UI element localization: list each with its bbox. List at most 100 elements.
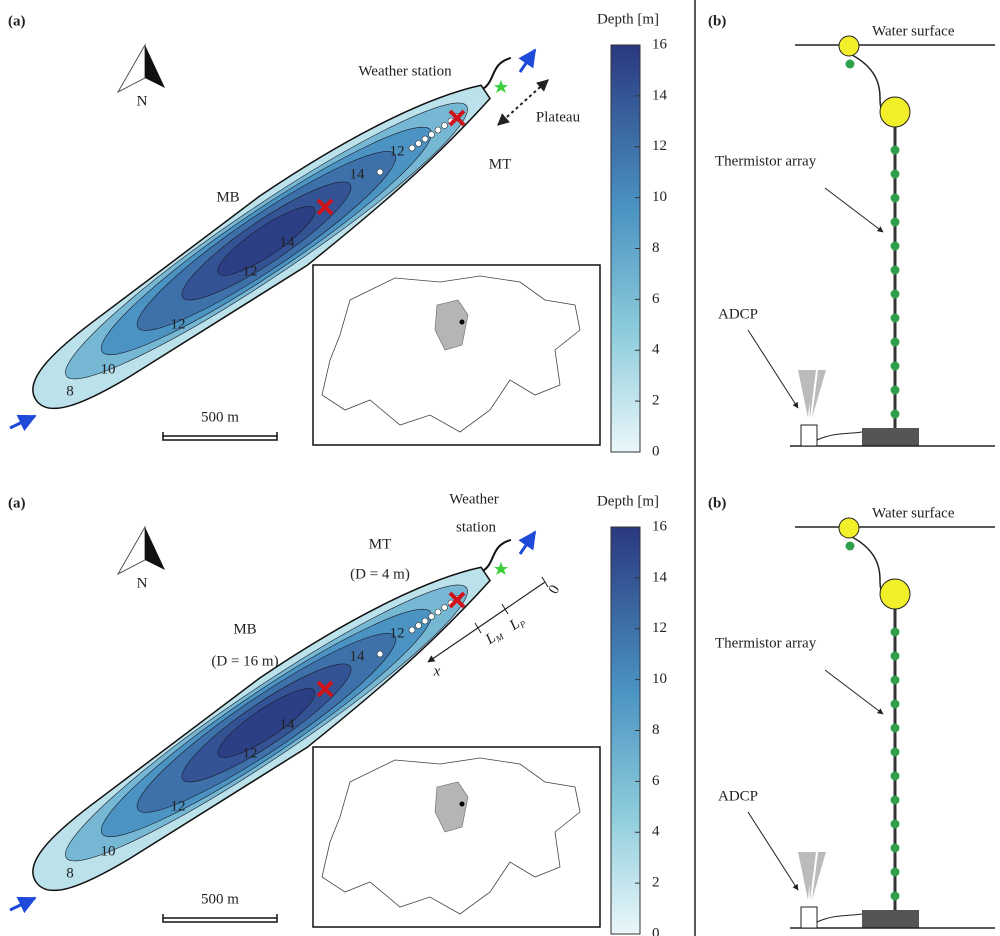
colorbar-tick-label: 2 bbox=[652, 393, 660, 409]
outflow-arrow bbox=[518, 530, 537, 555]
colorbar-tick-label: 12 bbox=[652, 620, 667, 636]
sensor bbox=[890, 169, 900, 179]
map-annotation: station bbox=[456, 519, 496, 535]
sensor bbox=[890, 843, 900, 853]
contour-label: 8 bbox=[66, 865, 74, 881]
contour-label: 10 bbox=[101, 843, 116, 859]
sensor-dot bbox=[376, 168, 384, 176]
contour-label: 10 bbox=[101, 361, 116, 377]
inflow-arrow bbox=[9, 414, 37, 432]
sensor-dot bbox=[428, 613, 435, 620]
station-marker bbox=[316, 680, 334, 698]
panel-label: (a) bbox=[8, 495, 26, 511]
contour-label: 12 bbox=[390, 143, 405, 159]
colorbar-tick-label: 16 bbox=[652, 36, 668, 52]
map-annotation: MB bbox=[233, 621, 256, 637]
sensor bbox=[890, 795, 900, 805]
adcp-label: ADCP bbox=[718, 306, 758, 322]
colorbar-title: Depth [m] bbox=[597, 11, 659, 27]
surface-label: Water surface bbox=[872, 23, 955, 39]
inset-frame bbox=[312, 264, 601, 446]
lake-location bbox=[459, 801, 465, 807]
sensor bbox=[890, 723, 900, 733]
sensor bbox=[890, 193, 900, 203]
map-annotation: Weather station bbox=[358, 63, 452, 79]
colorbar-title: Depth [m] bbox=[597, 493, 659, 509]
adcp-pointer bbox=[747, 329, 799, 409]
axis-tick bbox=[501, 603, 509, 615]
colorbar-tick-label: 16 bbox=[652, 518, 668, 534]
map-annotation: Plateau bbox=[536, 109, 581, 125]
colorbar-tick-label: 6 bbox=[652, 291, 660, 307]
map-annotation: MB bbox=[216, 189, 239, 205]
panel: (a) (b) N 12 14 14 12 12 10 8 Weather station Plate… bbox=[8, 11, 995, 459]
array-pointer bbox=[824, 669, 884, 715]
sensor-dot bbox=[415, 140, 422, 147]
colorbar-tick-label: 14 bbox=[652, 87, 668, 103]
map-annotation: MT bbox=[489, 156, 512, 172]
sensor bbox=[890, 145, 900, 155]
surface-buoy bbox=[838, 517, 860, 539]
north-arrow bbox=[116, 525, 146, 576]
sensor-dot bbox=[408, 144, 416, 152]
sensor bbox=[890, 385, 900, 395]
lake-location bbox=[459, 319, 465, 325]
weather-star bbox=[494, 562, 508, 575]
sensor bbox=[890, 361, 900, 371]
sensor bbox=[890, 217, 900, 227]
colorbar-tick-label: 4 bbox=[652, 824, 660, 840]
panel-label: (b) bbox=[708, 13, 726, 29]
sub-buoy bbox=[879, 578, 911, 610]
colorbar-tick-label: 8 bbox=[652, 722, 660, 738]
panel-label: (a) bbox=[8, 13, 26, 29]
adcp-beams bbox=[798, 852, 826, 900]
segment-label: LP bbox=[506, 613, 528, 635]
contour-label: 12 bbox=[243, 263, 258, 279]
outflow-arrow bbox=[518, 48, 537, 73]
array-label: Thermistor array bbox=[715, 635, 817, 651]
sensor bbox=[845, 541, 855, 551]
sensor bbox=[890, 265, 900, 275]
contour-label: 14 bbox=[280, 234, 296, 250]
scale-bar bbox=[162, 432, 278, 441]
sensor bbox=[890, 771, 900, 781]
colorbar-tick-label: 8 bbox=[652, 240, 660, 256]
contour-label: 14 bbox=[350, 648, 366, 664]
colorbar-tick-label: 2 bbox=[652, 875, 660, 891]
sensor bbox=[890, 651, 900, 661]
anchor bbox=[862, 428, 919, 446]
country-outline bbox=[321, 275, 581, 433]
surface-buoy bbox=[838, 35, 860, 57]
colorbar-tick-label: 0 bbox=[652, 925, 660, 936]
station-marker bbox=[448, 109, 466, 127]
inset-frame bbox=[312, 746, 601, 928]
contour-label: 12 bbox=[390, 625, 405, 641]
sensor-dot bbox=[421, 617, 429, 625]
sensor bbox=[890, 675, 900, 685]
adcp-beams bbox=[798, 370, 826, 418]
lake bbox=[32, 538, 512, 892]
catchment bbox=[434, 781, 469, 833]
map-annotation: (D = 4 m) bbox=[350, 566, 410, 582]
north-label: N bbox=[137, 93, 148, 109]
colorbar-tick-label: 10 bbox=[652, 189, 667, 205]
sensor bbox=[890, 337, 900, 347]
station-marker bbox=[316, 198, 334, 216]
sensor-dot bbox=[428, 131, 435, 138]
sensor-dot bbox=[441, 122, 448, 129]
array-label: Thermistor array bbox=[715, 153, 817, 169]
lake bbox=[32, 56, 512, 410]
adcp bbox=[800, 906, 818, 929]
colorbar-tick-label: 6 bbox=[652, 773, 660, 789]
sensor bbox=[890, 313, 900, 323]
contour-label: 12 bbox=[171, 798, 186, 814]
surface-label: Water surface bbox=[872, 505, 955, 521]
sensor bbox=[890, 819, 900, 829]
colorbar-tick-label: 12 bbox=[652, 138, 667, 154]
map-annotation: Weather bbox=[449, 491, 499, 507]
scale-bar bbox=[162, 914, 278, 923]
inflow-arrow bbox=[9, 896, 37, 914]
north-arrow bbox=[145, 45, 165, 88]
north-arrow bbox=[145, 527, 165, 570]
country-outline bbox=[321, 757, 581, 915]
